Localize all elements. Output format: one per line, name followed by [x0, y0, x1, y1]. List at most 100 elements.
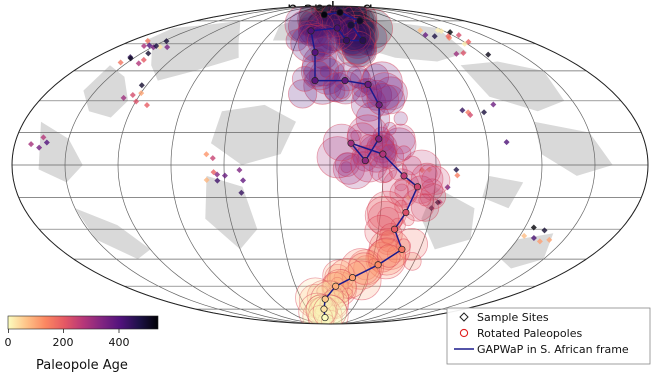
sample-site-marker [417, 27, 424, 34]
paleopole-a95 [378, 143, 405, 170]
colorbar-tick-0: 0 [5, 336, 12, 349]
sample-site-marker [203, 176, 210, 183]
sample-site-marker [140, 56, 147, 63]
sample-site-marker [164, 44, 171, 51]
meridian-line [223, 6, 331, 324]
paleopole-a95 [381, 230, 395, 244]
paleopole-a95 [287, 79, 318, 109]
paleopole-a95 [368, 228, 411, 271]
sample-site-marker [214, 177, 221, 184]
paleopole-a95 [410, 193, 440, 222]
gapwap-mean-pole [311, 48, 319, 56]
sample-site-marker [129, 91, 136, 98]
meridian-line [329, 6, 437, 324]
gapwap-mean-pole [398, 245, 406, 253]
legend-box [446, 307, 651, 365]
paleopole-a95 [337, 291, 350, 304]
gapwap-mean-pole [333, 24, 341, 32]
meridian-line [329, 6, 490, 324]
sample-site-marker [138, 90, 145, 97]
sample-site-marker [460, 49, 467, 56]
sample-sites-marker [459, 312, 469, 322]
gapwap-mean-pole [375, 101, 383, 109]
gapwap-line [310, 11, 419, 318]
paleopole-a95 [421, 165, 451, 195]
paleopole-a95 [366, 131, 398, 163]
sample-site-marker [454, 172, 461, 179]
sample-site-marker [541, 227, 548, 234]
gapwap-mean-pole [391, 225, 399, 233]
sample-site-marker [459, 107, 466, 114]
meridian-line [329, 6, 596, 324]
sample-site-marker [490, 101, 497, 108]
sample-site-marker [453, 166, 460, 173]
gapwap-mean-pole [364, 80, 372, 89]
gapwap-mean-pole [347, 139, 355, 147]
gapwap-mean-pole [400, 172, 408, 180]
paleopole-a95 [338, 6, 378, 44]
gapwap-mean-pole [402, 208, 410, 217]
colorbar-title: Paleopole Age [36, 358, 128, 373]
paleopole-a95 [285, 29, 308, 52]
gapwap-mean-pole [379, 150, 387, 158]
paleopole-a95 [369, 134, 395, 160]
sample-site-marker [546, 236, 553, 243]
paleopole-a95 [297, 25, 335, 63]
paleopole-a95 [341, 260, 382, 301]
gapwap-mean-pole [336, 8, 344, 16]
paleopole-a95 [307, 14, 321, 28]
gapwap-mean-pole [342, 36, 351, 45]
paleopole-a95 [366, 83, 400, 116]
paleopole-a95 [322, 269, 357, 304]
paleopole-a95 [402, 149, 442, 189]
continent-shape [205, 175, 258, 250]
continent-shape [460, 61, 565, 112]
sample-site-marker [481, 109, 488, 116]
paleopole-a95 [316, 136, 359, 179]
paleopole-a95 [308, 12, 326, 30]
legend-label-sample-sites: Sample Sites [477, 311, 549, 324]
sample-site-marker [438, 28, 445, 35]
paleopole-a95 [310, 280, 350, 320]
paleopole-a95 [389, 179, 418, 208]
paleopole-a95 [322, 123, 361, 162]
sample-site-marker [209, 155, 216, 162]
meridian-line [117, 6, 331, 324]
sample-site-marker [236, 167, 243, 174]
gapwap-mean-pole [361, 157, 369, 165]
paleopole-a95 [303, 66, 342, 105]
paleopole-a95 [339, 282, 354, 296]
sample-site-marker [141, 43, 148, 50]
globe-outline [11, 5, 649, 325]
paleopole-a95 [419, 164, 438, 183]
continent-shape [145, 20, 241, 81]
paleopole-a95 [419, 183, 447, 210]
sample-site-marker [422, 31, 429, 38]
paleopole-a95 [310, 6, 338, 23]
sample-site-marker [117, 59, 124, 66]
gapwap-mean-pole [320, 11, 328, 19]
paleopole-a95 [332, 62, 362, 92]
continent-shape [482, 175, 524, 209]
sample-site-marker [455, 32, 462, 39]
gapwap-mean-pole [320, 305, 328, 313]
paleopole-a95 [381, 127, 417, 162]
paleopole-a95 [406, 175, 436, 204]
meridian-line [276, 6, 331, 324]
paleopole-a95 [307, 12, 349, 54]
sample-site-marker [434, 199, 441, 206]
paleopole-a95 [341, 30, 376, 65]
paleopole-a95 [402, 155, 422, 176]
paleopole-a95 [315, 12, 342, 39]
gapwap-mean-pole [307, 27, 315, 35]
colorbar: 0 200 400 Paleopole Age [5, 315, 159, 373]
sample-site-marker [36, 144, 43, 151]
gapwap-mean-pole [374, 261, 382, 269]
continent-shape [211, 104, 296, 165]
sample-site-marker [238, 189, 245, 196]
sample-sites [28, 27, 553, 245]
paleopole-a95 [343, 34, 377, 68]
sample-site-marker [144, 37, 151, 44]
paleopole-a95 [340, 7, 365, 32]
sample-site-marker [467, 111, 474, 118]
